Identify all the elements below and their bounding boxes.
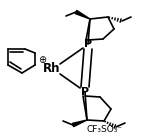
Polygon shape (72, 120, 87, 127)
Text: P: P (81, 87, 89, 97)
Polygon shape (75, 10, 90, 19)
Text: ⊕: ⊕ (38, 55, 46, 65)
Text: P: P (84, 39, 92, 49)
Text: CF₃SO₃⁻: CF₃SO₃⁻ (87, 125, 123, 133)
Text: Rh: Rh (43, 62, 61, 75)
